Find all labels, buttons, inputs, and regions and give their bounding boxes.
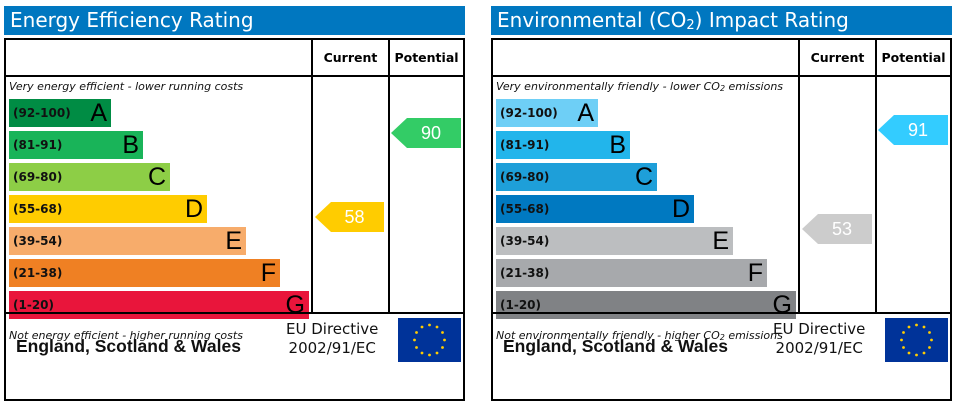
band-letter: B — [122, 131, 139, 159]
band-letter: C — [634, 163, 653, 191]
band-d: (55-68) D — [496, 195, 694, 223]
column-divider — [798, 40, 800, 314]
band-b: (81-91) B — [9, 131, 143, 159]
band-letter: B — [609, 131, 626, 159]
band-d: (55-68) D — [9, 195, 207, 223]
band-letter: E — [225, 227, 242, 255]
eu-directive: EU Directive 2002/91/EC — [773, 320, 865, 358]
band-letter: A — [90, 99, 107, 127]
band-a: (92-100) A — [496, 99, 598, 127]
band-range: (39-54) — [500, 234, 550, 248]
footer: England, Scotland & Wales EU Directive 2… — [6, 314, 463, 399]
footer-divider — [6, 312, 463, 314]
energy-title: Energy Efficiency Rating — [4, 6, 465, 35]
band-a: (92-100) A — [9, 99, 111, 127]
region-label: England, Scotland & Wales — [16, 336, 241, 356]
band-range: (55-68) — [500, 202, 550, 216]
band-range: (69-80) — [13, 170, 63, 184]
column-divider — [875, 40, 877, 314]
band-letter: F — [747, 259, 763, 287]
band-letter: A — [577, 99, 594, 127]
band-range: (55-68) — [13, 202, 63, 216]
band-c: (69-80) C — [9, 163, 170, 191]
footer: England, Scotland & Wales EU Directive 2… — [493, 314, 950, 399]
band-range: (1-20) — [13, 298, 54, 312]
band-f: (21-38) F — [496, 259, 767, 287]
band-range: (81-91) — [13, 138, 63, 152]
environmental-title: Environmental (CO2) Impact Rating — [491, 6, 952, 35]
directive-line1: EU Directive — [286, 320, 379, 338]
top-note: Very environmentally friendly - lower CO… — [496, 80, 784, 93]
band-g: (1-20) G — [496, 291, 796, 319]
energy-efficiency-panel: Energy Efficiency Rating Current Potenti… — [4, 6, 465, 401]
directive-line2: 2002/91/EC — [775, 339, 863, 357]
bottom-note: Not energy efficient - higher running co… — [9, 329, 243, 342]
potential-column-header: Potential — [394, 50, 459, 65]
band-letter: D — [671, 195, 690, 223]
band-range: (69-80) — [500, 170, 550, 184]
environmental-chart-box: Current Potential Very environmentally f… — [491, 38, 952, 401]
band-g: (1-20) G — [9, 291, 309, 319]
current-column-header: Current — [810, 50, 865, 65]
band-range: (21-38) — [500, 266, 550, 280]
region-label: England, Scotland & Wales — [503, 336, 728, 356]
environmental-header-row — [493, 40, 950, 77]
band-range: (1-20) — [500, 298, 541, 312]
band-range: (92-100) — [13, 106, 71, 120]
eu-directive: EU Directive 2002/91/EC — [286, 320, 378, 358]
potential-rating-arrow: 90 — [391, 118, 461, 148]
current-column-header: Current — [323, 50, 378, 65]
potential-column-header: Potential — [881, 50, 946, 65]
band-letter: C — [147, 163, 166, 191]
energy-header-row — [6, 40, 463, 77]
band-range: (81-91) — [500, 138, 550, 152]
band-letter: F — [260, 259, 276, 287]
eu-flag-icon — [885, 318, 948, 362]
band-letter: E — [712, 227, 729, 255]
band-range: (21-38) — [13, 266, 63, 280]
eu-flag-icon — [398, 318, 461, 362]
band-b: (81-91) B — [496, 131, 630, 159]
footer-divider — [493, 312, 950, 314]
column-divider — [311, 40, 313, 314]
band-range: (39-54) — [13, 234, 63, 248]
band-c: (69-80) C — [496, 163, 657, 191]
potential-rating-arrow: 91 — [878, 115, 948, 145]
directive-line2: 2002/91/EC — [288, 339, 376, 357]
column-divider — [388, 40, 390, 314]
band-range: (92-100) — [500, 106, 558, 120]
directive-line1: EU Directive — [773, 320, 866, 338]
bottom-note: Not environmentally friendly - higher CO… — [496, 329, 783, 342]
band-letter: D — [184, 195, 203, 223]
current-rating-arrow: 58 — [315, 202, 384, 232]
band-e: (39-54) E — [9, 227, 246, 255]
top-note: Very energy efficient - lower running co… — [9, 80, 244, 93]
current-rating-arrow: 53 — [802, 214, 872, 244]
environmental-impact-panel: Environmental (CO2) Impact Rating Curren… — [491, 6, 952, 401]
energy-chart-box: Current Potential Very energy efficient … — [4, 38, 465, 401]
band-e: (39-54) E — [496, 227, 733, 255]
band-f: (21-38) F — [9, 259, 280, 287]
